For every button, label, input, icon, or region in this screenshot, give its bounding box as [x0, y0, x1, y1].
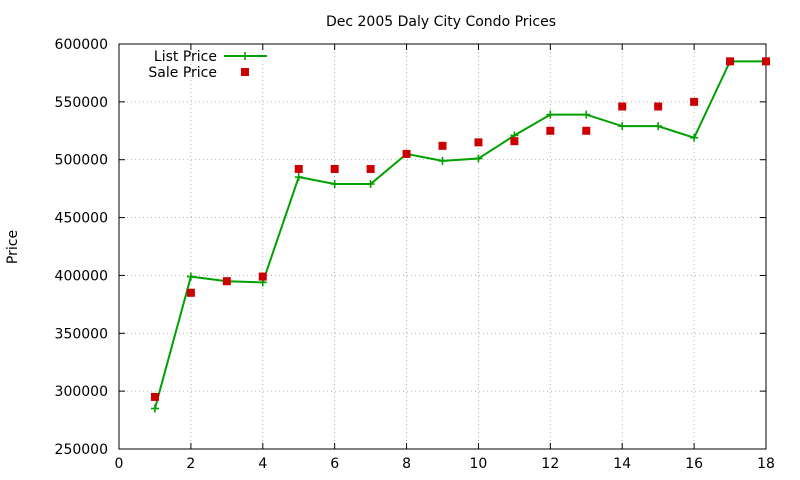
data-point-sale-price: [330, 164, 339, 173]
series-list-price: [150, 57, 770, 413]
y-tick-label: 500000: [55, 153, 108, 169]
data-point-list-price: [186, 272, 195, 281]
series-sale-price: [150, 57, 770, 401]
data-point-sale-price: [222, 277, 231, 286]
y-tick-label: 400000: [55, 268, 108, 284]
grid: [119, 44, 766, 449]
data-point-sale-price: [402, 149, 411, 158]
data-point-list-price: [474, 154, 483, 163]
x-tick-label: 12: [541, 456, 559, 472]
data-point-sale-price: [582, 126, 591, 135]
data-point-sale-price: [294, 164, 303, 173]
data-point-list-price: [618, 122, 627, 131]
plot-frame: [118, 43, 767, 450]
x-tick-label: 6: [330, 456, 339, 472]
data-point-list-price: [150, 404, 159, 413]
data-point-sale-price: [186, 288, 195, 297]
x-tick-label: 10: [470, 456, 488, 472]
x-tick-label: 18: [757, 456, 775, 472]
data-point-list-price: [294, 173, 303, 182]
x-tick-label: 16: [685, 456, 703, 472]
y-tick-label: 250000: [55, 442, 108, 458]
y-tick-label: 300000: [55, 384, 108, 400]
data-point-sale-price: [654, 102, 663, 111]
x-tick-label: 0: [115, 456, 124, 472]
x-tick-label: 4: [258, 456, 267, 472]
data-point-sale-price: [150, 392, 159, 401]
data-point-sale-price: [690, 97, 699, 106]
data-point-sale-price: [618, 102, 627, 111]
data-point-list-price: [366, 180, 375, 189]
data-point-sale-price: [546, 126, 555, 135]
x-tick-label: 2: [186, 456, 195, 472]
chart-title: Dec 2005 Daly City Condo Prices: [326, 14, 556, 30]
data-point-list-price: [582, 110, 591, 119]
legend-marker-sale-price: [241, 68, 249, 76]
data-point-list-price: [654, 122, 663, 131]
data-point-sale-price: [762, 57, 770, 66]
legend-marker-list-price: [241, 52, 249, 60]
data-point-sale-price: [474, 138, 483, 147]
legend-label-list-price: List Price: [154, 49, 217, 65]
legend-label-sale-price: Sale Price: [148, 65, 217, 81]
data-point-list-price: [330, 180, 339, 189]
y-tick-label: 350000: [55, 326, 108, 342]
data-point-list-price: [438, 156, 447, 165]
data-point-sale-price: [726, 57, 735, 66]
y-tick-label: 550000: [55, 95, 108, 111]
data-point-sale-price: [438, 141, 447, 150]
axis-ticks: 0 2 4 6 8 10 12 14 16 18 250000 300000 350000 400000 4…: [55, 37, 775, 472]
x-tick-label: 14: [613, 456, 631, 472]
data-point-sale-price: [510, 137, 519, 146]
data-point-list-price: [690, 133, 699, 142]
y-tick-label: 600000: [55, 37, 108, 53]
data-point-sale-price: [366, 164, 375, 173]
x-tick-label: 8: [402, 456, 411, 472]
series-line-list-price: [153, 60, 766, 409]
y-tick-label: 450000: [55, 211, 108, 227]
y-axis-label: Price: [5, 230, 21, 264]
data-point-sale-price: [258, 272, 267, 281]
series: [150, 57, 770, 413]
data-point-list-price: [546, 110, 555, 119]
